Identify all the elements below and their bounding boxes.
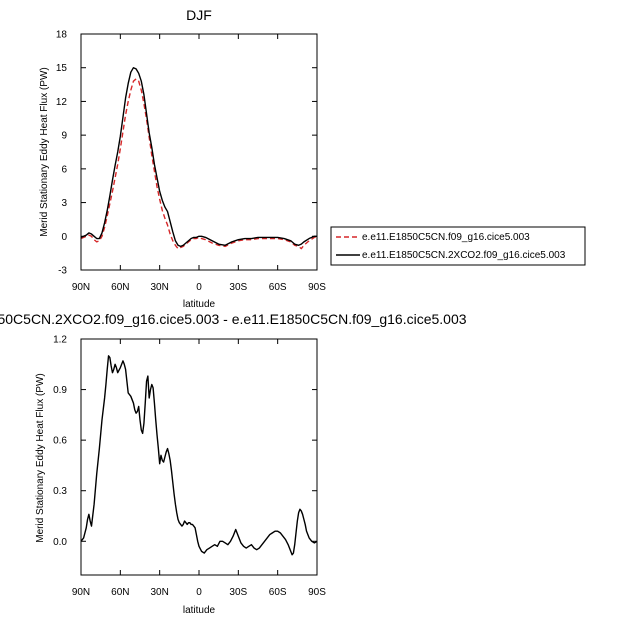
top-x-tick-label: 30S xyxy=(229,282,247,293)
bottom-x-tick-label: 30S xyxy=(229,587,247,598)
bottom-x-tick-label: 60N xyxy=(111,587,129,598)
top-x-tick-label: 90S xyxy=(308,282,326,293)
top-x-tick-label: 30N xyxy=(150,282,168,293)
top-plot-frame xyxy=(80,33,318,271)
bottom-y-tick-label: 0.9 xyxy=(53,385,67,396)
top-y-tick-label: 0 xyxy=(61,232,67,243)
top-x-tick-label: 90N xyxy=(72,282,90,293)
bottom-plot-frame xyxy=(80,338,318,576)
top-axis-ticks: 90N 60N 30N 0 30S 60S 90S -3 0 3 6 9 12 15 18 xyxy=(56,30,326,294)
bottom-x-tick-label: 0 xyxy=(196,587,202,598)
legend: e.e11.E1850C5CN.f09_g16.cice5.003 e.e11.… xyxy=(330,226,586,266)
bottom-axis-ticks: 90N 60N 30N 0 30S 60S 90S 0.0 0.3 0.6 0.9 1.2 xyxy=(53,335,326,599)
top-ylabel: Merid Stationary Eddy Heat Flux (PW) xyxy=(39,67,50,237)
top-series-line-2 xyxy=(80,67,317,248)
top-series-line-1 xyxy=(80,78,318,250)
legend-box xyxy=(330,226,586,266)
bottom-series-lines xyxy=(80,355,318,556)
top-x-tick-label: 0 xyxy=(196,282,202,293)
top-x-tick-label: 60N xyxy=(111,282,129,293)
bottom-x-tick-label: 60S xyxy=(269,587,287,598)
top-xlabel: latitude xyxy=(183,299,216,310)
top-y-tick-label: 15 xyxy=(56,63,68,74)
top-y-tick-label: 6 xyxy=(61,164,67,175)
bottom-xlabel: latitude xyxy=(183,605,216,616)
bottom-title: 50C5CN.2XCO2.f09_g16.cice5.003 - e.e11.E… xyxy=(0,311,467,327)
bottom-x-tick-label: 30N xyxy=(150,587,168,598)
top-panel: DJF Merid Stationary Eddy Heat Flux (PW)… xyxy=(39,7,326,310)
top-title: DJF xyxy=(186,7,212,23)
top-y-tick-label: 18 xyxy=(56,30,68,41)
bottom-x-tick-label: 90N xyxy=(72,587,90,598)
top-x-tick-label: 60S xyxy=(269,282,287,293)
top-y-tick-label: 12 xyxy=(56,97,68,108)
top-y-tick-label: 3 xyxy=(61,198,67,209)
bottom-y-tick-label: 1.2 xyxy=(53,335,67,346)
legend-label-2xco2: e.e11.E1850C5CN.2XCO2.f09_g16.cice5.003 xyxy=(362,250,566,261)
bottom-y-tick-label: 0.3 xyxy=(53,486,67,497)
top-y-tick-label: -3 xyxy=(58,266,67,277)
bottom-x-tick-label: 90S xyxy=(308,587,326,598)
bottom-y-tick-label: 0.0 xyxy=(53,537,67,548)
bottom-panel: 50C5CN.2XCO2.f09_g16.cice5.003 - e.e11.E… xyxy=(0,311,467,616)
bottom-series-line-1 xyxy=(80,355,318,556)
legend-label-control: e.e11.E1850C5CN.f09_g16.cice5.003 xyxy=(362,232,530,243)
top-y-tick-label: 9 xyxy=(61,131,67,142)
bottom-ylabel: Merid Stationary Eddy Heat Flux (PW) xyxy=(35,373,46,543)
bottom-y-tick-label: 0.6 xyxy=(53,436,67,447)
top-series-lines xyxy=(80,67,318,250)
